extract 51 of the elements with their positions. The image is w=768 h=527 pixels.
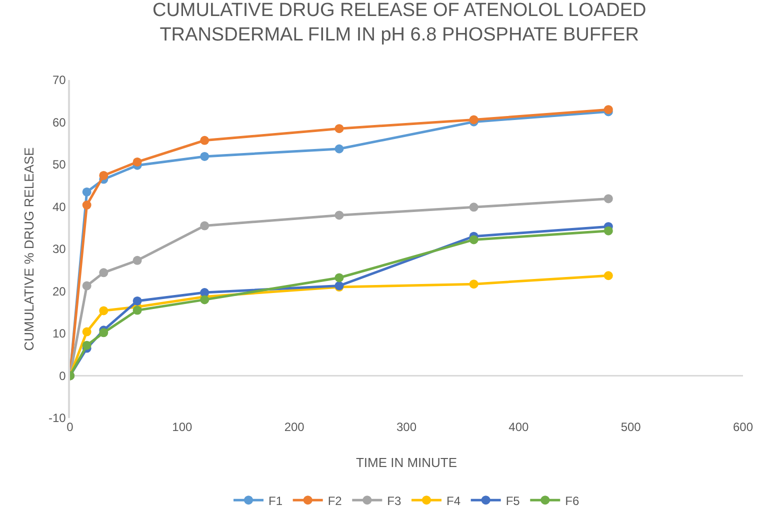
- x-axis-title: TIME IN MINUTE: [356, 455, 458, 470]
- x-tick-label: 200: [284, 420, 305, 434]
- y-tick-label: -10: [48, 411, 66, 426]
- y-tick-label: 40: [52, 200, 66, 214]
- point: [469, 202, 478, 212]
- x-tick-label: 100: [172, 420, 192, 434]
- point: [469, 235, 478, 244]
- y-tick-label: 70: [52, 73, 66, 88]
- point: [200, 152, 210, 161]
- point: [82, 200, 92, 210]
- legend-label: F1: [268, 494, 283, 508]
- point: [334, 273, 344, 282]
- point: [604, 226, 613, 236]
- point: [469, 280, 478, 289]
- point: [82, 187, 92, 196]
- x-tick-label: 600: [732, 420, 754, 434]
- y-axis-title: CUMULATIVE % DRUG RELEASE: [22, 146, 36, 351]
- x-tick-label: 300: [396, 420, 417, 434]
- point: [132, 256, 142, 265]
- y-tick-label: 0: [59, 368, 66, 383]
- legend-label: F6: [565, 494, 580, 508]
- point: [132, 296, 142, 306]
- point: [82, 281, 92, 290]
- y-tick-label: 50: [52, 158, 66, 172]
- point: [82, 340, 92, 350]
- point: [99, 328, 108, 338]
- legend-label: F5: [506, 494, 520, 508]
- y-tick-label: 60: [52, 115, 66, 130]
- point: [132, 306, 142, 315]
- point: [604, 271, 613, 280]
- point: [132, 157, 142, 166]
- point: [604, 194, 613, 204]
- point: [334, 124, 344, 134]
- y-tick-label: 20: [52, 284, 66, 298]
- point: [200, 136, 210, 145]
- point: [200, 221, 210, 230]
- y-tick-label: 10: [52, 326, 66, 341]
- point: [99, 268, 108, 278]
- point: [99, 306, 108, 316]
- chart-title: CUMULATIVE DRUG RELEASE OF ATENOLOL LOADED TRANSDERMAL FILM IN pH 6.8 PHOSPHATE BUFFER: [152, 0, 646, 46]
- point: [334, 144, 344, 154]
- x-tick-label: 400: [508, 420, 529, 434]
- point: [200, 295, 210, 304]
- legend-label: F4: [446, 494, 461, 508]
- x-tick-label: 500: [620, 420, 642, 434]
- legend-label: F3: [387, 494, 402, 508]
- legend-label: F2: [328, 494, 342, 508]
- point: [99, 170, 108, 180]
- point: [82, 327, 92, 336]
- y-tick-label: 30: [52, 242, 66, 256]
- point: [334, 210, 344, 220]
